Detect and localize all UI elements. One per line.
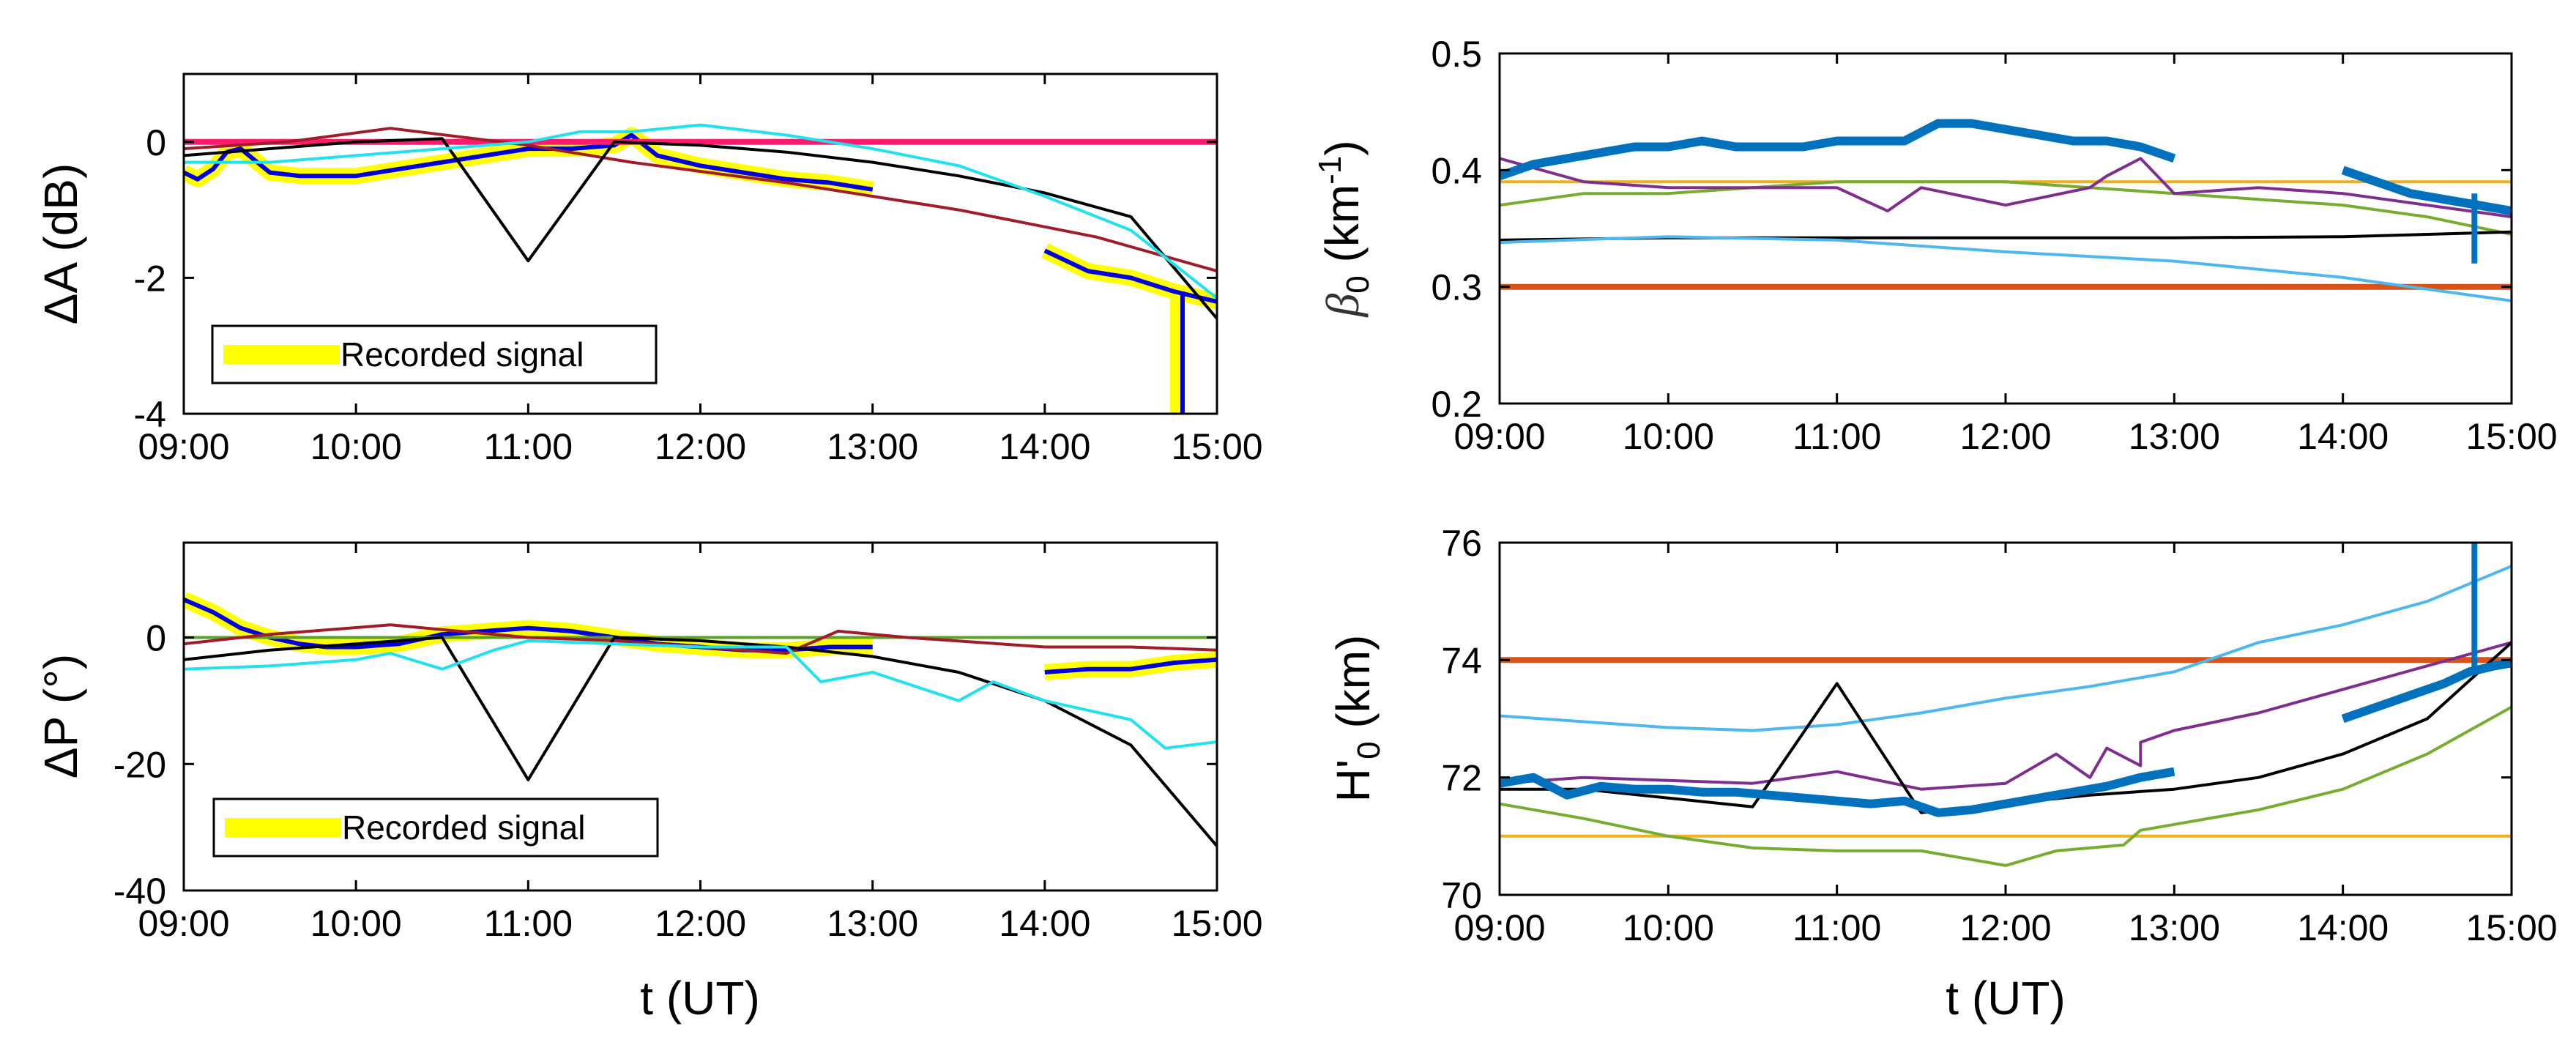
y-label-close: ): [1316, 140, 1369, 155]
series-measurement: [1044, 657, 1217, 674]
x-tick-label: 11:00: [484, 426, 573, 467]
y-axis-label: H'0 (km): [1327, 635, 1387, 803]
legend: Recorded signal: [211, 324, 658, 384]
series-model-dark-red: [184, 623, 1217, 655]
x-tick-label: 12:00: [655, 903, 746, 944]
x-tick-label: 13:00: [2129, 416, 2220, 457]
x-tick-label: 09:00: [1453, 416, 1545, 457]
series-retrieved: [2341, 658, 2512, 724]
y-tick-label: 0.3: [1431, 267, 1482, 308]
series-model-black: [184, 137, 1217, 320]
y-tick-label: -20: [113, 744, 166, 785]
x-tick-label: 14:00: [999, 903, 1090, 944]
y-tick-label: 0.5: [1431, 34, 1482, 75]
x-tick-label: 11:00: [1793, 907, 1881, 948]
y-tick-label: 0.4: [1431, 150, 1482, 191]
y-label-unit: (km): [1327, 635, 1380, 742]
x-tick-label: 13:00: [827, 426, 918, 467]
series-model-light-blue: [1500, 235, 2512, 302]
series-model-green: [1500, 705, 2512, 867]
y-label-subscript: 0: [1340, 275, 1376, 293]
x-tick-label: 10:00: [1623, 416, 1714, 457]
chart-beta: 09:00 10:00 11:00 12:00 13:00 14:00 15:00 0.5 0.…: [1312, 34, 2558, 457]
y-tick-label: 0.2: [1431, 384, 1482, 425]
y-label-unit: (km: [1316, 185, 1369, 275]
series-retrieved: [1500, 119, 2176, 180]
y-tick-label: 76: [1441, 523, 1482, 564]
chart-delta-phase: 09:00 10:00 11:00 12:00 13:00 14:00 15:00 0 -20 -…: [34, 541, 1263, 1024]
x-tick-label: 09:00: [138, 903, 229, 944]
chart-delta-amplitude: 09:00 10:00 11:00 12:00 13:00 14:00 15:00 0 -2 -4…: [34, 72, 1263, 467]
x-tick-label: 13:00: [2129, 907, 2220, 948]
x-tick-label: 10:00: [1623, 907, 1714, 948]
x-tick-label: 10:00: [310, 426, 402, 467]
y-label-subscript: 0: [1351, 741, 1387, 759]
series-model-cyan: [184, 123, 1217, 300]
series-model-dark-red: [184, 127, 1217, 273]
y-axis-label: ΔA (dB): [34, 163, 87, 325]
plot-frame: [1498, 52, 2513, 405]
x-tick-label: 14:00: [2297, 416, 2389, 457]
x-tick-label: 14:00: [2297, 907, 2389, 948]
series-retrieved: [1500, 767, 2175, 817]
x-tick-label: 15:00: [2465, 416, 2557, 457]
x-tick-label: 15:00: [2465, 907, 2557, 948]
legend-label: Recorded signal: [342, 808, 585, 847]
series-model-green: [1500, 180, 2512, 236]
y-axis-label: β0 (km-1): [1312, 140, 1376, 318]
y-tick-label: 0: [146, 122, 166, 163]
legend-label: Recorded signal: [340, 335, 584, 373]
x-tick-label: 12:00: [655, 426, 746, 467]
x-tick-label: 12:00: [1959, 416, 2051, 457]
y-label-superscript: -1: [1312, 156, 1348, 185]
x-tick-label: 15:00: [1171, 903, 1262, 944]
x-axis-label: t (UT): [640, 972, 760, 1024]
series-model-purple: [1500, 641, 2512, 791]
y-tick-label: 72: [1441, 758, 1482, 799]
x-tick-label: 11:00: [1793, 416, 1881, 457]
y-tick-label: -40: [113, 871, 166, 912]
y-tick-label: 70: [1441, 875, 1482, 916]
x-tick-label: 15:00: [1171, 426, 1262, 467]
y-tick-label: -4: [134, 394, 166, 435]
x-tick-label: 11:00: [484, 903, 573, 944]
series-measurement: [1043, 248, 1217, 304]
y-label-symbol: H': [1327, 759, 1380, 802]
plot-frame: [1498, 541, 2513, 896]
series-retrieved: [2341, 166, 2512, 216]
x-tick-label: 09:00: [1453, 907, 1545, 948]
x-tick-label: 12:00: [1959, 907, 2051, 948]
chart-reference-height: 09:00 10:00 11:00 12:00 13:00 14:00 15:00 76 74 7…: [1327, 523, 2558, 1024]
x-tick-label: 10:00: [310, 903, 402, 944]
x-tick-label: 09:00: [138, 426, 229, 467]
y-tick-label: 74: [1441, 640, 1482, 681]
y-tick-label: -2: [134, 258, 166, 299]
series-model-cyan: [184, 639, 1217, 750]
series-model-purple: [1500, 157, 2512, 219]
y-axis-label: ΔP (°): [34, 654, 87, 778]
x-tick-label: 13:00: [827, 903, 918, 944]
y-label-symbol: β: [1317, 294, 1369, 319]
legend: Recorded signal: [212, 797, 659, 858]
x-tick-label: 14:00: [999, 426, 1090, 467]
x-axis-label: t (UT): [1946, 972, 2066, 1024]
y-tick-label: 0: [146, 618, 166, 659]
series-model-light-blue: [1500, 565, 2512, 732]
